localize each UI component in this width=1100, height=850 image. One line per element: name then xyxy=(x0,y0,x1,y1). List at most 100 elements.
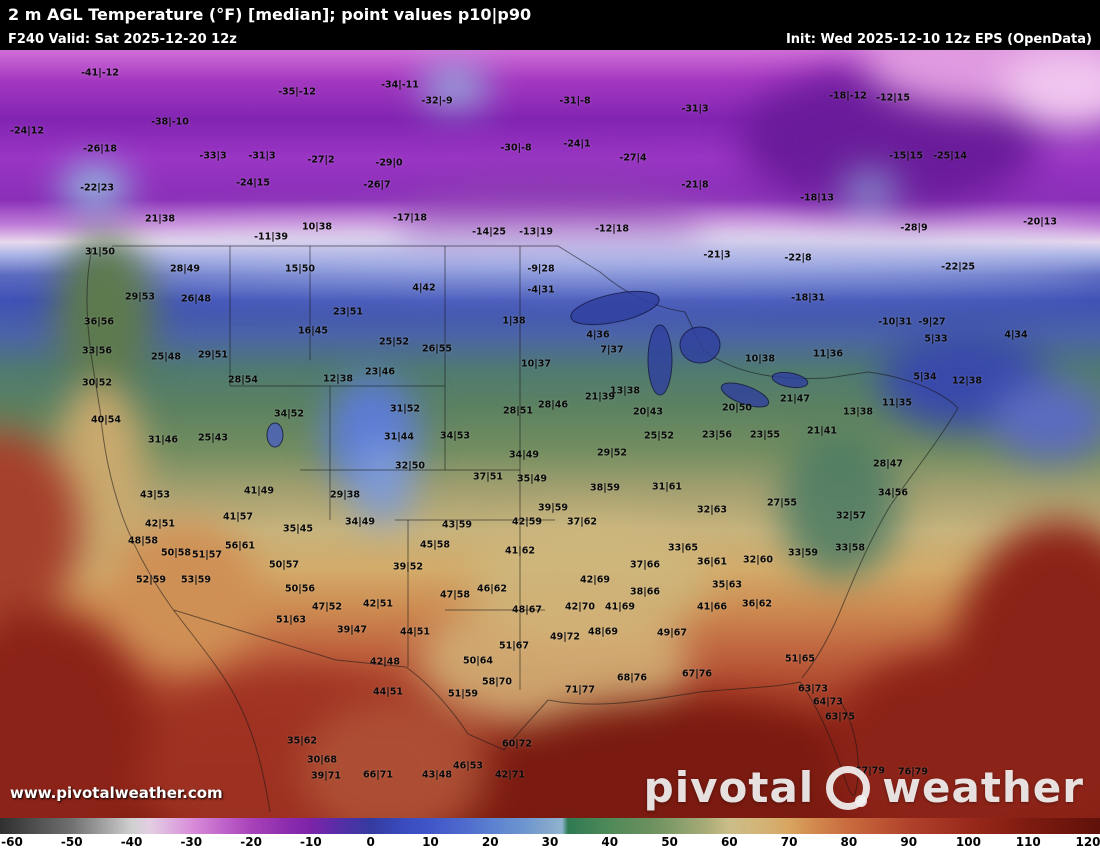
point-value: -28|9 xyxy=(900,222,928,234)
point-value: 27|55 xyxy=(767,497,797,509)
point-value: 33|59 xyxy=(788,547,818,559)
colorbar-tick-label: 70 xyxy=(780,835,798,849)
point-value: 13|38 xyxy=(843,406,873,418)
point-value: 34|56 xyxy=(878,487,908,499)
point-value: 10|38 xyxy=(302,221,332,233)
point-value: 48|69 xyxy=(588,626,618,638)
point-value: -22|25 xyxy=(941,261,975,273)
point-value: 31|61 xyxy=(652,481,682,493)
point-value: 51|59 xyxy=(448,688,478,700)
point-value: 42|48 xyxy=(370,656,400,668)
point-value: -25|14 xyxy=(933,150,967,162)
point-value: -24|15 xyxy=(236,177,270,189)
point-value: -4|31 xyxy=(527,284,555,296)
point-value: 42|69 xyxy=(580,574,610,586)
point-value: 29|51 xyxy=(198,349,228,361)
point-value: -15|15 xyxy=(889,150,923,162)
point-value: -38|-10 xyxy=(151,116,189,128)
point-value: 36|56 xyxy=(84,316,114,328)
point-value: 29|38 xyxy=(330,489,360,501)
point-value: 12|38 xyxy=(323,373,353,385)
point-value: 36|61 xyxy=(697,556,727,568)
colorbar-tick-label: -50 xyxy=(60,835,83,849)
pivotal-logo-icon xyxy=(826,765,871,810)
point-value: 60|72 xyxy=(502,738,532,750)
point-value: 76|79 xyxy=(898,766,928,778)
lake-ontario xyxy=(771,371,809,389)
point-value: 41|69 xyxy=(605,601,635,613)
point-value: 46|53 xyxy=(453,760,483,772)
point-value: -18|-12 xyxy=(829,90,867,102)
point-value: 35|62 xyxy=(287,735,317,747)
point-value: 42|51 xyxy=(145,518,175,530)
pivotal-weather-logo: pivotal weather xyxy=(644,763,1084,812)
point-value: -27|4 xyxy=(619,152,647,164)
point-value: 29|52 xyxy=(597,447,627,459)
point-value: -24|1 xyxy=(563,138,591,150)
logo-text-pivotal: pivotal xyxy=(643,763,815,812)
point-value: 7|37 xyxy=(600,344,624,356)
point-value: -10|31 xyxy=(878,316,912,328)
point-value: 23|56 xyxy=(702,429,732,441)
point-value: 42|71 xyxy=(495,769,525,781)
point-value: 11|36 xyxy=(813,348,843,360)
point-value: 40|54 xyxy=(91,414,121,426)
point-value: -22|8 xyxy=(784,252,812,264)
colorbar-tick-label: 90 xyxy=(900,835,918,849)
point-value: 67|79 xyxy=(855,765,885,777)
point-value: 33|65 xyxy=(668,542,698,554)
temperature-colorbar xyxy=(0,818,1100,834)
colorbar-tick-label: -30 xyxy=(180,835,203,849)
point-values-layer: -41|-12 -35|-12 -34|-11 -32|-9 -31|-8 -31|3 -1… xyxy=(0,50,1100,818)
point-value: 38|66 xyxy=(630,586,660,598)
point-value: 28|51 xyxy=(503,405,533,417)
point-value: 15|50 xyxy=(285,263,315,275)
point-value: 67|76 xyxy=(682,668,712,680)
point-value: 37|62 xyxy=(567,516,597,528)
point-value: 64|73 xyxy=(813,696,843,708)
point-value: -26|18 xyxy=(83,143,117,155)
point-value: 34|49 xyxy=(345,516,375,528)
point-value: 29|53 xyxy=(125,291,155,303)
point-value: 26|55 xyxy=(422,343,452,355)
colorbar-tick-label: 10 xyxy=(422,835,439,849)
point-value: 10|37 xyxy=(521,358,551,370)
point-value: 35|49 xyxy=(517,473,547,485)
point-value: -21|8 xyxy=(681,179,709,191)
great-salt-lake xyxy=(266,422,284,448)
point-value: -13|19 xyxy=(519,226,553,238)
point-value: -12|15 xyxy=(876,92,910,104)
point-value: 37|66 xyxy=(630,559,660,571)
colorbar-tick-label: 30 xyxy=(541,835,559,849)
point-value: 21|41 xyxy=(807,425,837,437)
point-value: -22|23 xyxy=(80,182,114,194)
point-value: 30|52 xyxy=(82,377,112,389)
point-value: 13|38 xyxy=(610,385,640,397)
point-value: 4|36 xyxy=(586,329,610,341)
point-value: -26|7 xyxy=(363,179,391,191)
point-value: 34|53 xyxy=(440,430,470,442)
point-value: 63|73 xyxy=(798,683,828,695)
point-value: 11|35 xyxy=(882,397,912,409)
point-value: 32|50 xyxy=(395,460,425,472)
point-value: 10|38 xyxy=(745,353,775,365)
init-time-label: Init: Wed 2025-12-10 12z EPS (OpenData) xyxy=(785,31,1092,47)
point-value: -31|3 xyxy=(681,103,709,115)
colorbar-tick-label: -20 xyxy=(240,835,262,849)
lake-michigan xyxy=(647,324,673,396)
map-title-bar: 2 m AGL Temperature (°F) [median]; point… xyxy=(0,0,1100,28)
point-value: 35|63 xyxy=(712,579,742,591)
point-value: 4|42 xyxy=(412,282,436,294)
point-value: 50|58 xyxy=(161,547,191,559)
point-value: 23|51 xyxy=(333,306,363,318)
point-value: 71|77 xyxy=(565,684,595,696)
point-value: -31|3 xyxy=(248,150,276,162)
map-title: 2 m AGL Temperature (°F) [median]; point… xyxy=(8,4,532,24)
point-value: 5|33 xyxy=(924,333,948,345)
colorbar-tick-label: 100 xyxy=(955,835,981,849)
point-value: 43|53 xyxy=(140,489,170,501)
point-value: 44|51 xyxy=(400,626,430,638)
point-value: 43|48 xyxy=(422,769,452,781)
point-value: -12|18 xyxy=(595,223,629,235)
point-value: 53|59 xyxy=(181,574,211,586)
